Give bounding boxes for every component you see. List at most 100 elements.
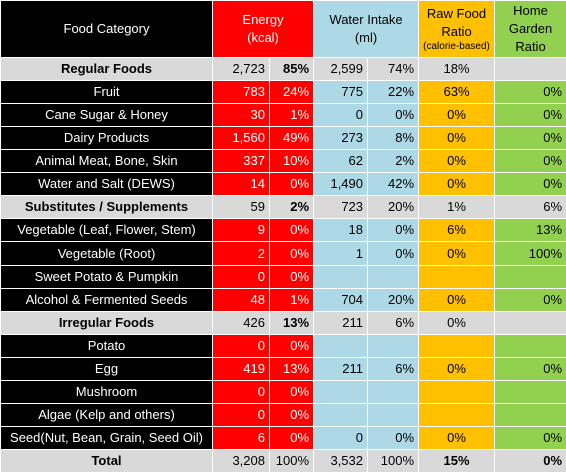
- raw-ratio-cell: [418, 402, 496, 427]
- garden-ratio-cell: 0%: [494, 149, 566, 174]
- raw-ratio-cell: 0%: [418, 149, 496, 174]
- header-water-title: Water Intake: [329, 12, 403, 28]
- header-raw-note: (calorie-based): [423, 41, 490, 53]
- category-cell: Sweet Potato & Pumpkin: [0, 264, 213, 289]
- energy-pct-cell: 24%: [268, 80, 315, 105]
- energy-pct-cell: 0%: [268, 172, 315, 197]
- energy-kcal-cell: 6: [212, 425, 270, 450]
- garden-ratio-cell: [494, 264, 566, 289]
- water-pct-cell: 6%: [367, 356, 420, 381]
- table-row: Potato 0 0%: [0, 333, 566, 358]
- water-pct-cell: 42%: [367, 172, 420, 197]
- table-row: Cane Sugar & Honey 30 1% 0 0% 0% 0%: [0, 103, 566, 128]
- water-pct-cell: 22%: [367, 80, 420, 105]
- table-row: Mushroom 0 0%: [0, 379, 566, 404]
- garden-ratio-cell: 0%: [494, 287, 566, 312]
- garden-ratio-cell: 13%: [494, 218, 566, 243]
- header-row: Food Category Energy (kcal) Water Intake…: [0, 0, 566, 59]
- energy-pct-cell: 0%: [268, 402, 315, 427]
- table-row: Alcohol & Fermented Seeds 48 1% 704 20% 0% 0%: [0, 287, 566, 312]
- category-cell: Regular Foods: [0, 57, 213, 82]
- category-cell: Mushroom: [0, 379, 213, 404]
- header-energy: Energy (kcal): [211, 0, 315, 59]
- water-ml-cell: 775: [313, 80, 369, 105]
- energy-kcal-cell: 30: [212, 103, 270, 128]
- energy-pct-cell: 0%: [268, 218, 315, 243]
- table-row: Algae (Kelp and others) 0 0%: [0, 402, 566, 427]
- garden-ratio-cell: 100%: [494, 241, 566, 266]
- garden-ratio-cell: 0%: [494, 172, 566, 197]
- water-ml-cell: 723: [313, 195, 369, 220]
- energy-kcal-cell: 0: [212, 333, 270, 358]
- total-row: Total 3,208 100% 3,532 100% 15% 0%: [0, 448, 566, 473]
- category-cell: Potato: [0, 333, 213, 358]
- header-raw-subtitle: Ratio: [441, 24, 472, 40]
- water-pct-cell: 8%: [367, 126, 420, 151]
- energy-kcal-cell: 59: [212, 195, 270, 220]
- subtotal-row: Regular Foods 2,723 85% 2,599 74% 18%: [0, 57, 566, 82]
- garden-ratio-cell: [494, 310, 566, 335]
- water-ml-cell: 211: [313, 310, 369, 335]
- water-pct-cell: 0%: [367, 241, 420, 266]
- raw-ratio-cell: 0%: [418, 241, 496, 266]
- energy-kcal-cell: 2: [212, 241, 270, 266]
- energy-kcal-cell: 0: [212, 379, 270, 404]
- header-energy-title: Energy: [242, 12, 284, 28]
- energy-pct-cell: 0%: [268, 333, 315, 358]
- water-pct-cell: [367, 379, 420, 404]
- subtotal-row: Irregular Foods 426 13% 211 6% 0%: [0, 310, 566, 335]
- category-cell: Dairy Products: [0, 126, 213, 151]
- water-pct-cell: 0%: [367, 103, 420, 128]
- energy-kcal-cell: 419: [212, 356, 270, 381]
- water-pct-cell: 0%: [367, 218, 420, 243]
- raw-ratio-cell: [418, 333, 496, 358]
- water-pct-cell: 0%: [367, 425, 420, 450]
- water-ml-cell: 704: [313, 287, 369, 312]
- raw-ratio-cell: 0%: [418, 425, 496, 450]
- table-row: Egg 419 13% 211 6% 0% 0%: [0, 356, 566, 381]
- water-pct-cell: 2%: [367, 149, 420, 174]
- energy-pct-cell: 0%: [268, 264, 315, 289]
- garden-ratio-cell: 0%: [494, 126, 566, 151]
- table-row: Vegetable (Leaf, Flower, Stem) 9 0% 18 0% 6% 1…: [0, 218, 566, 243]
- raw-ratio-cell: 0%: [418, 126, 496, 151]
- water-ml-cell: 2,599: [313, 57, 369, 82]
- raw-ratio-cell: 0%: [418, 287, 496, 312]
- energy-kcal-cell: 2,723: [212, 57, 270, 82]
- water-ml-cell: 62: [313, 149, 369, 174]
- water-pct-cell: [367, 264, 420, 289]
- raw-ratio-cell: 6%: [418, 218, 496, 243]
- raw-ratio-cell: 15%: [418, 448, 496, 473]
- category-cell: Substitutes / Supplements: [0, 195, 213, 220]
- category-cell: Seed(Nut, Bean, Grain, Seed Oil): [0, 425, 213, 450]
- raw-ratio-cell: 0%: [418, 356, 496, 381]
- energy-pct-cell: 13%: [268, 356, 315, 381]
- energy-pct-cell: 0%: [268, 425, 315, 450]
- garden-ratio-cell: 6%: [494, 195, 566, 220]
- table-row: Fruit 783 24% 775 22% 63% 0%: [0, 80, 566, 105]
- table-row: Seed(Nut, Bean, Grain, Seed Oil) 6 0% 0 0% 0%…: [0, 425, 566, 450]
- category-cell: Vegetable (Root): [0, 241, 213, 266]
- category-cell: Vegetable (Leaf, Flower, Stem): [0, 218, 213, 243]
- energy-pct-cell: 1%: [268, 103, 315, 128]
- water-ml-cell: [313, 333, 369, 358]
- garden-ratio-cell: 0%: [494, 425, 566, 450]
- header-raw-food: Raw Food Ratio (calorie-based): [418, 0, 496, 59]
- water-pct-cell: 20%: [367, 287, 420, 312]
- energy-pct-cell: 10%: [268, 149, 315, 174]
- subtotal-row: Substitutes / Supplements 59 2% 723 20% 1% 6%: [0, 195, 566, 220]
- header-water: Water Intake (ml): [313, 0, 420, 59]
- category-cell: Cane Sugar & Honey: [0, 103, 213, 128]
- energy-kcal-cell: 48: [212, 287, 270, 312]
- header-garden-title: Home: [513, 3, 548, 19]
- garden-ratio-cell: 0%: [494, 80, 566, 105]
- energy-kcal-cell: 0: [212, 402, 270, 427]
- raw-ratio-cell: 0%: [418, 103, 496, 128]
- water-ml-cell: 0: [313, 103, 369, 128]
- garden-ratio-cell: 0%: [494, 103, 566, 128]
- energy-pct-cell: 13%: [268, 310, 315, 335]
- energy-kcal-cell: 0: [212, 264, 270, 289]
- category-cell: Algae (Kelp and others): [0, 402, 213, 427]
- table-row: Animal Meat, Bone, Skin 337 10% 62 2% 0% 0%: [0, 149, 566, 174]
